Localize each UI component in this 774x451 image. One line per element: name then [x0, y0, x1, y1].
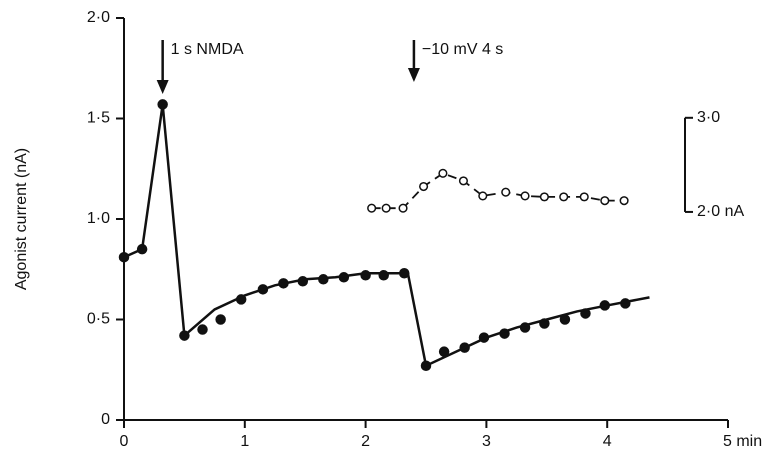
- x-tick-label: 2: [361, 433, 370, 450]
- y2-tick-label: 2·0 nA: [697, 203, 744, 220]
- data-point: [367, 203, 377, 213]
- data-point: [539, 192, 549, 202]
- y-axis-label: Agonist current (nA): [13, 148, 30, 290]
- series-line: [123, 104, 650, 368]
- y-tick-label: 0·5: [87, 311, 110, 328]
- y-tick-label: 1·5: [87, 110, 110, 127]
- data-point: [478, 191, 488, 201]
- arrow-head: [407, 68, 420, 82]
- data-point: [419, 181, 429, 192]
- x-tick-label: 3: [482, 433, 491, 450]
- arrow-head: [156, 80, 169, 94]
- data-point: [197, 324, 208, 335]
- series-line: [371, 172, 625, 210]
- x-tick-label: 1: [240, 433, 249, 450]
- data-point: [559, 192, 569, 202]
- data-point: [381, 203, 391, 213]
- annotation: 1 s NMDA: [171, 41, 244, 58]
- data-point: [600, 196, 610, 206]
- annotation: −10 mV 4 s: [422, 41, 503, 58]
- x-tick-label: 0: [120, 433, 129, 450]
- y2-tick-label: 3·0: [697, 109, 720, 126]
- x-tick-label: 5 min: [723, 433, 762, 450]
- data-point: [579, 192, 589, 202]
- y-tick-label: 0: [101, 411, 110, 428]
- data-point: [438, 168, 448, 178]
- x-tick-label: 4: [603, 433, 612, 450]
- y-tick-label: 2·0: [87, 9, 110, 26]
- data-point: [619, 196, 629, 206]
- data-point: [458, 176, 468, 186]
- data-point: [215, 314, 226, 325]
- data-point: [398, 203, 408, 213]
- data-point: [520, 191, 530, 201]
- y-tick-label: 1·0: [87, 210, 110, 227]
- data-point: [501, 187, 511, 197]
